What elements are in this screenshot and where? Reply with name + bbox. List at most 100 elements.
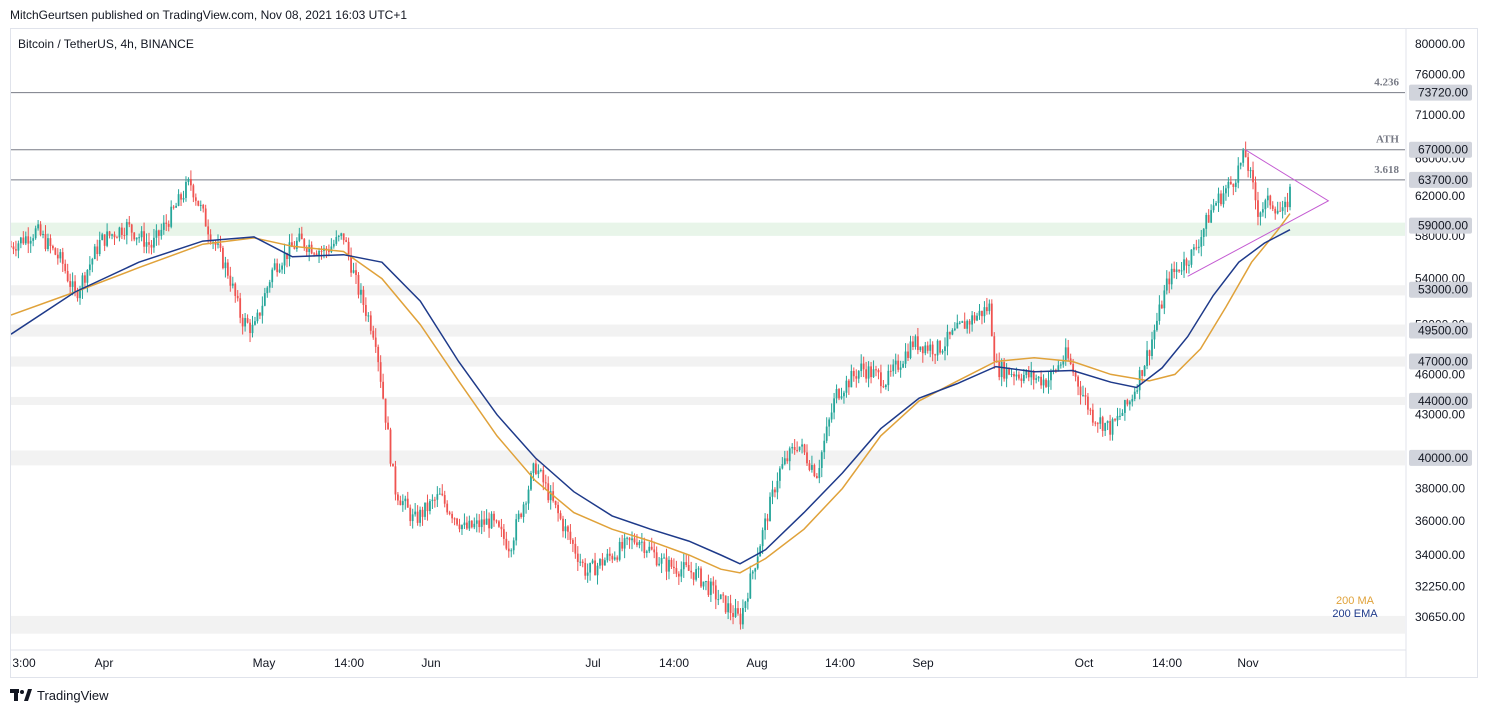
candle-body <box>1234 182 1237 187</box>
candle-body <box>648 546 651 552</box>
candle-body <box>1217 193 1220 204</box>
candle-body <box>76 290 79 299</box>
candle-body <box>480 519 483 528</box>
candle-body <box>44 234 47 249</box>
candle-body <box>1192 247 1195 250</box>
candle-body <box>367 315 370 317</box>
candle-body <box>971 315 973 325</box>
candle-body <box>364 304 367 316</box>
candle-body <box>453 518 456 520</box>
candle-body <box>59 252 62 259</box>
candle-body <box>56 254 59 259</box>
candle-body <box>771 489 774 497</box>
tradingview-branding[interactable]: TradingView <box>10 688 109 703</box>
x-tick-label: 14:00 <box>659 656 689 670</box>
x-tick-label: 14:00 <box>334 656 364 670</box>
candle-body <box>638 541 641 546</box>
candle-body <box>433 499 436 501</box>
candle-body <box>488 518 490 529</box>
candle-body <box>916 336 919 351</box>
candle-body <box>502 529 505 539</box>
candle-body <box>739 613 742 625</box>
candle-body <box>369 315 372 331</box>
candle-body <box>1180 270 1183 272</box>
candle-body <box>305 247 308 252</box>
candle-body <box>268 282 271 288</box>
candle-body <box>786 458 789 462</box>
price-level-tag[interactable] <box>1409 322 1472 339</box>
candle-body <box>946 331 949 347</box>
price-level-tag[interactable] <box>1409 449 1472 466</box>
price-level-tag[interactable] <box>1409 353 1472 370</box>
candle-body <box>493 513 495 521</box>
candle-body <box>941 350 944 353</box>
candle-body <box>108 231 111 236</box>
price-level-tag[interactable] <box>1409 392 1472 409</box>
candle-body <box>636 542 638 546</box>
price-level-tag[interactable] <box>1409 171 1472 188</box>
candle-body <box>1064 347 1067 361</box>
candle-body <box>111 234 113 236</box>
candle-body <box>1232 184 1235 187</box>
price-level-tag[interactable] <box>1409 141 1472 158</box>
price-level-tag[interactable] <box>1409 217 1472 234</box>
x-tick-label: Apr <box>95 656 114 670</box>
candle-body <box>355 270 357 275</box>
candle-body <box>411 514 414 522</box>
candle-body <box>611 555 614 560</box>
candle-body <box>1077 376 1079 387</box>
candle-body <box>1030 371 1033 378</box>
candle-body <box>458 524 461 530</box>
candle-body <box>732 612 734 617</box>
candle-body <box>601 559 604 566</box>
candle-body <box>579 561 582 563</box>
candle-body <box>1158 304 1161 321</box>
candle-body <box>939 340 941 353</box>
candle-body <box>744 601 747 608</box>
candle-body <box>1074 372 1077 377</box>
candle-body <box>894 360 897 365</box>
candle-body <box>914 336 917 347</box>
candle-body <box>907 351 909 358</box>
candle-body <box>249 322 251 334</box>
candle-body <box>49 238 52 247</box>
candle-body <box>838 389 840 399</box>
candle-body <box>231 283 234 286</box>
candle-body <box>470 520 473 528</box>
candle-body <box>953 328 956 331</box>
candle-body <box>1165 278 1168 291</box>
support-zone <box>11 396 1405 406</box>
candle-body <box>1212 205 1215 211</box>
candle-body <box>1101 417 1104 431</box>
candle-body <box>574 543 577 554</box>
candle-body <box>1244 150 1247 158</box>
price-level-tag[interactable] <box>1409 84 1472 101</box>
candle-body <box>525 503 527 505</box>
candle-body <box>870 366 872 378</box>
brand-name: TradingView <box>37 688 109 703</box>
candle-body <box>808 463 811 470</box>
candle-body <box>1197 246 1200 248</box>
candle-body <box>387 422 389 430</box>
candle-body <box>37 224 40 229</box>
candle-body <box>1207 214 1210 223</box>
candle-body <box>483 519 486 525</box>
candle-body <box>820 452 823 468</box>
candle-body <box>640 541 643 543</box>
y-tick-label: 62000.00 <box>1415 189 1465 203</box>
support-zone <box>11 615 1405 634</box>
candle-body <box>1168 278 1171 285</box>
candle-body <box>828 419 831 427</box>
price-level-tag[interactable] <box>1409 281 1472 298</box>
candle-body <box>1052 369 1055 371</box>
y-tick-label: 30650.00 <box>1415 610 1465 624</box>
candle-body <box>707 581 710 595</box>
candle-body <box>98 240 101 254</box>
candle-body <box>702 581 705 587</box>
candle-body <box>562 518 564 532</box>
candle-body <box>537 470 540 474</box>
candle-body <box>150 244 153 248</box>
candle-body <box>328 250 330 253</box>
candle-body <box>88 264 91 270</box>
